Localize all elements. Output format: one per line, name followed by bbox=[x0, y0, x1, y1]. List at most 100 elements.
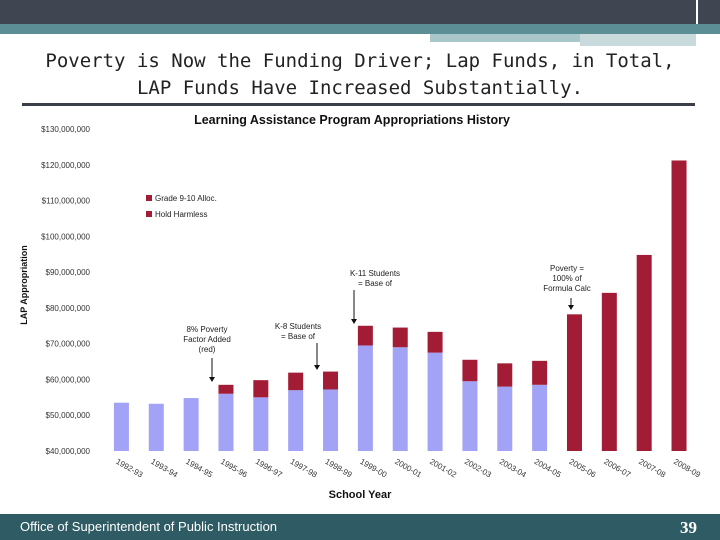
bar-red-2004-05 bbox=[532, 360, 548, 385]
bar-group bbox=[113, 160, 687, 451]
legend: Grade 9-10 Alloc. Hold Harmless bbox=[146, 194, 217, 219]
annotation-4: Poverty = 100% of Formula Calc bbox=[543, 264, 591, 310]
annotation-line: Formula Calc bbox=[543, 284, 591, 293]
footer-bar bbox=[0, 514, 720, 540]
annotation-text: K-8 Students = Base of bbox=[275, 322, 321, 341]
y-tick-label: $60,000,000 bbox=[46, 375, 91, 384]
bar-base-1996-97 bbox=[253, 397, 269, 451]
legend-swatch-hold-harmless bbox=[146, 211, 152, 217]
x-tick-label: 1997-98 bbox=[289, 457, 319, 480]
bar-red-2005-06 bbox=[566, 314, 582, 451]
bar-red-2007-08 bbox=[636, 254, 652, 451]
y-tick-label: $80,000,000 bbox=[46, 304, 91, 313]
bar-red-1996-97 bbox=[253, 380, 269, 398]
chart-title: Learning Assistance Program Appropriatio… bbox=[194, 113, 510, 127]
x-tick-label: 2003-04 bbox=[498, 457, 528, 480]
bar-base-2003-04 bbox=[497, 386, 513, 451]
y-tick-label: $130,000,000 bbox=[41, 125, 90, 134]
annotation-arrow-head bbox=[314, 365, 320, 370]
bar-base-1997-98 bbox=[288, 390, 304, 451]
annotation-text: K-11 Students = Base of bbox=[350, 269, 400, 288]
x-tick-label: 1993-94 bbox=[149, 457, 179, 480]
annotation-line: 100% of bbox=[552, 274, 582, 283]
annotation-line: (red) bbox=[199, 345, 216, 354]
x-tick-label: 2001-02 bbox=[428, 457, 458, 480]
bar-red-2008-09 bbox=[671, 160, 687, 451]
annotation-text: Poverty = 100% of Formula Calc bbox=[543, 264, 591, 293]
y-tick-label: $50,000,000 bbox=[46, 411, 91, 420]
bar-base-1998-99 bbox=[323, 389, 339, 451]
slide-title-line-1: Poverty is Now the Funding Driver; Lap F… bbox=[45, 50, 675, 72]
x-tick-label: 2006-07 bbox=[602, 457, 632, 480]
annotation-3: K-11 Students = Base of bbox=[350, 269, 400, 324]
legend-label-hold-harmless: Hold Harmless bbox=[155, 210, 207, 219]
annotation-1: 8% Poverty Factor Added (red) bbox=[183, 325, 231, 382]
x-tick-label: 2000-01 bbox=[393, 457, 423, 480]
bar-base-2000-01 bbox=[392, 347, 408, 451]
y-tick-label: $100,000,000 bbox=[41, 232, 90, 241]
bar-base-1992-93 bbox=[113, 402, 129, 451]
legend-swatch-grade-9-10 bbox=[146, 195, 152, 201]
annotation-line: K-11 Students bbox=[350, 269, 400, 278]
annotation-line: = Base of bbox=[281, 332, 316, 341]
y-axis-label: LAP Appropriation bbox=[19, 245, 29, 325]
top-bar bbox=[0, 0, 720, 24]
x-tick-label: 1998-99 bbox=[324, 457, 354, 480]
y-tick-label: $70,000,000 bbox=[46, 340, 91, 349]
bar-base-1993-94 bbox=[148, 403, 164, 451]
bar-base-1994-95 bbox=[183, 398, 199, 451]
appropriations-chart: Learning Assistance Program Appropriatio… bbox=[19, 113, 702, 501]
x-tick-label: 1992-93 bbox=[114, 457, 144, 480]
bar-base-1995-96 bbox=[218, 393, 234, 451]
top-bar-corner bbox=[698, 0, 720, 24]
x-tick-label: 2004-05 bbox=[533, 457, 563, 480]
x-tick-label: 1995-96 bbox=[219, 457, 249, 480]
bar-red-2002-03 bbox=[462, 359, 478, 382]
bar-red-2000-01 bbox=[392, 327, 408, 348]
annotation-text: 8% Poverty Factor Added (red) bbox=[183, 325, 231, 354]
accent-band bbox=[0, 24, 720, 34]
annotation-arrow-head bbox=[568, 305, 574, 310]
x-tick-label: 2002-03 bbox=[463, 457, 493, 480]
annotation-line: 8% Poverty bbox=[187, 325, 228, 334]
page-number: 39 bbox=[680, 518, 697, 537]
y-tick-label: $90,000,000 bbox=[46, 268, 91, 277]
bar-red-1995-96 bbox=[218, 384, 234, 394]
slide-title: Poverty is Now the Funding Driver; Lap F… bbox=[20, 48, 700, 102]
annotation-line: = Base of bbox=[358, 279, 393, 288]
bar-base-2001-02 bbox=[427, 352, 443, 451]
annotation-line: K-8 Students bbox=[275, 322, 321, 331]
annotation-line: Factor Added bbox=[183, 335, 231, 344]
annotation-arrow-head bbox=[351, 319, 357, 324]
y-tick-label: $110,000,000 bbox=[42, 197, 91, 206]
bar-red-2006-07 bbox=[601, 292, 617, 451]
bar-red-2003-04 bbox=[497, 363, 513, 387]
x-tick-label: 2007-08 bbox=[637, 457, 667, 480]
slide-title-line-2: LAP Funds Have Increased Substantially. bbox=[136, 77, 584, 99]
x-tick-labels: 1992-93 1993-94 1994-95 1995-96 1996-97 1997-… bbox=[114, 457, 702, 480]
x-tick-label: 2005-06 bbox=[567, 457, 597, 480]
annotation-line: Poverty = bbox=[550, 264, 584, 273]
x-axis-label: School Year bbox=[329, 489, 392, 501]
bar-red-2001-02 bbox=[427, 331, 443, 353]
bar-base-2004-05 bbox=[532, 384, 548, 451]
bar-red-1999-00 bbox=[357, 325, 373, 346]
y-tick-label: $40,000,000 bbox=[46, 447, 91, 456]
bar-red-1997-98 bbox=[288, 372, 304, 391]
bar-red-1998-99 bbox=[323, 371, 339, 390]
bar-base-1999-00 bbox=[357, 345, 373, 451]
title-rule bbox=[22, 103, 695, 106]
y-tick-label: $120,000,000 bbox=[41, 161, 90, 170]
accent-band-light bbox=[430, 34, 580, 42]
footer-org-name: Office of Superintendent of Public Instr… bbox=[20, 519, 278, 534]
x-tick-label: 1999-00 bbox=[358, 457, 388, 480]
legend-label-grade-9-10: Grade 9-10 Alloc. bbox=[155, 194, 217, 203]
annotations: 8% Poverty Factor Added (red)K-8 Students =… bbox=[183, 264, 591, 382]
accent-band-lighter bbox=[580, 34, 696, 46]
top-bar-divider bbox=[696, 0, 698, 24]
x-tick-label: 2008-09 bbox=[672, 457, 702, 480]
annotation-arrow-head bbox=[209, 377, 215, 382]
annotation-2: K-8 Students = Base of bbox=[275, 322, 321, 370]
bar-base-2002-03 bbox=[462, 381, 478, 451]
x-tick-label: 1996-97 bbox=[254, 457, 284, 480]
